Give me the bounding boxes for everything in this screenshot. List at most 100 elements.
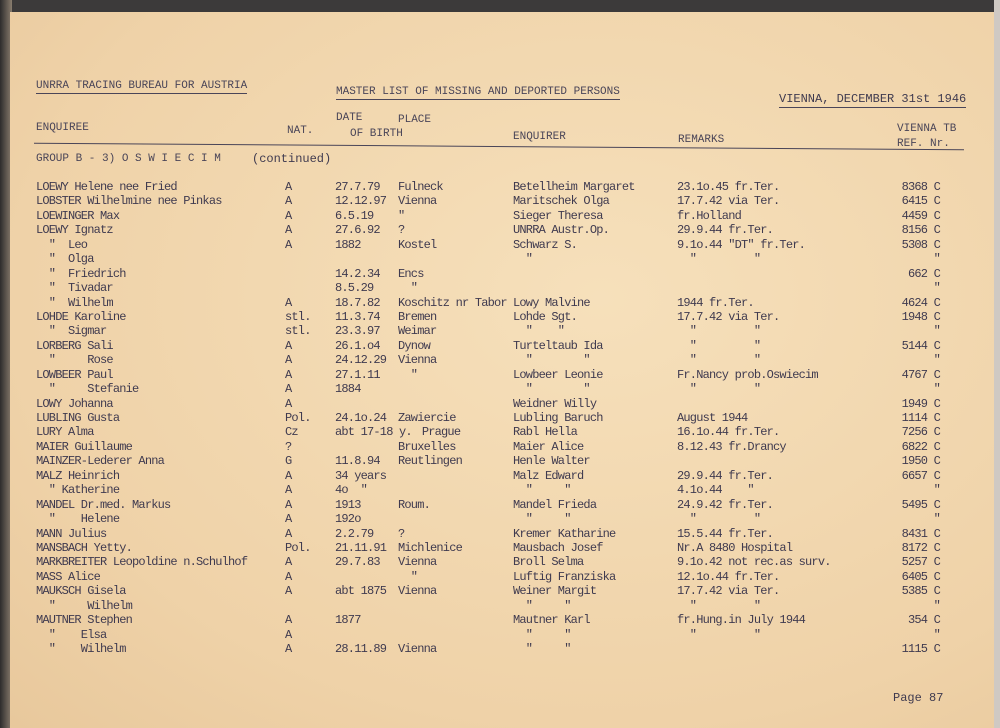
cell-enquirer: ": [513, 252, 533, 267]
table-row: " Sigmar stl. 23.3.97 Weimar " " " " ": [0, 324, 1000, 338]
birth-cell: 1882 Kostel: [335, 237, 437, 252]
cell-date: 14.2.34: [335, 266, 381, 281]
cell-date: 192o: [335, 512, 361, 527]
cell-remarks: 4.1o.44 ": [677, 483, 755, 498]
cell-enquirer: " ": [513, 512, 572, 527]
cell-name: LOBSTER Wilhelmine nee Pinkas: [36, 194, 222, 209]
cell-enquirer: Schwarz S.: [513, 237, 578, 252]
table-row: " Helene A 192o " " " " ": [0, 512, 1000, 526]
cell-place: Koschitz nr Tabor: [398, 295, 508, 310]
birth-cell: 1877: [335, 613, 398, 627]
cell-name: " Tivadar: [36, 281, 114, 296]
cell-nat: A: [285, 396, 292, 411]
cell-nat: A: [285, 468, 292, 483]
cell-ref: 1950 C: [901, 454, 941, 469]
birth-cell: 12.12.97 Vienna: [335, 194, 437, 209]
table-row: " Olga " " " ": [0, 252, 1000, 266]
cell-ref: 8156 C: [901, 223, 941, 238]
page-edge: [994, 0, 1000, 728]
table-row: " Elsa A " " " " ": [0, 628, 1000, 642]
cell-date: 1877: [335, 613, 361, 628]
column-remarks: REMARKS: [678, 134, 725, 146]
cell-nat: A: [285, 497, 292, 512]
cell-nat: A: [285, 367, 292, 382]
cell-remarks: 15.5.44 fr.Ter.: [677, 526, 774, 541]
cell-nat: A: [285, 338, 292, 353]
cell-nat: A: [285, 627, 292, 642]
cell-ref: 5144 C: [901, 338, 941, 353]
column-ref-line1: VIENNA TB: [897, 123, 957, 135]
cell-name: " Olga: [36, 252, 95, 267]
cell-date: 12.12.97: [335, 194, 387, 209]
cell-name: MANN Julius: [36, 526, 107, 541]
cell-remarks: August 1944: [677, 411, 748, 426]
cell-remarks: 23.1o.45 fr.Ter.: [677, 180, 780, 194]
cell-nat: Cz: [285, 425, 299, 440]
table-row: LUBLING Gusta Pol. 24.1o.24 Zawiercie Lublin…: [0, 411, 1000, 425]
cell-ref: ": [933, 483, 941, 498]
document-page: [10, 12, 995, 728]
cell-date: 28.11.89: [335, 642, 387, 657]
cell-nat: A: [285, 353, 292, 368]
cell-ref: 5257 C: [901, 555, 941, 570]
cell-name: " Stefanie: [36, 382, 139, 397]
cell-ref: 6657 C: [901, 468, 941, 483]
cell-ref: ": [933, 512, 941, 527]
cell-nat: A: [285, 555, 292, 570]
cell-place: ": [398, 569, 418, 584]
table-row: MASS Alice A " Luftig Franziska 12.1o.44 fr…: [0, 570, 1000, 584]
cell-name: LOHDE Karoline: [36, 309, 126, 324]
cell-ref: 8368 C: [901, 180, 941, 194]
cell-name: LURY Alma: [36, 425, 94, 440]
cell-ref: 5308 C: [901, 237, 941, 252]
cell-name: " Helene: [36, 512, 120, 527]
birth-cell: 11.8.94 Reutlingen: [335, 454, 463, 468]
table-row: MARKBREITER Leopoldine n.Schulhof A 29.7.8…: [0, 555, 1000, 569]
cell-date: [335, 570, 398, 584]
cell-enquirer: Maier Alice: [513, 439, 584, 454]
cell-remarks: 16.1o.44 fr.Ter.: [677, 425, 780, 440]
birth-cell: Bruxelles: [335, 440, 456, 454]
cell-ref: ": [933, 627, 941, 642]
cell-name: LORBERG Sali: [36, 338, 114, 353]
cell-ref: 8172 C: [901, 541, 941, 555]
birth-cell: 23.3.97 Weimar: [335, 324, 437, 338]
cell-ref: 1948 C: [901, 309, 941, 324]
table-row: MAUTNER Stephen A 1877 Mautner Karl fr.Hung.…: [0, 613, 1000, 627]
cell-enquirer: Lohde Sgt.: [513, 309, 578, 324]
cell-name: MAUTNER Stephen: [36, 613, 133, 628]
cell-place: Michlenice: [398, 541, 463, 555]
cell-place: Kostel: [398, 237, 437, 252]
birth-cell: 27.1.11 ": [335, 368, 418, 382]
cell-nat: A: [285, 584, 292, 599]
cell-date: 24.12.29: [335, 353, 387, 368]
table-row: MANN Julius A 2.2.79? Kremer Katharine 15.5.…: [0, 527, 1000, 541]
cell-ref: ": [933, 281, 941, 296]
cell-enquirer: Kremer Katharine: [513, 526, 616, 541]
cell-date: abt 1875: [335, 584, 387, 599]
birth-cell: 21.11.91 Michlenice: [335, 541, 463, 555]
cell-enquirer: " ": [513, 382, 591, 397]
cell-place: ": [398, 208, 405, 223]
cell-remarks: " ": [677, 338, 761, 353]
cell-place: ": [398, 281, 418, 296]
cell-name: LOEWY Ignatz: [36, 223, 114, 238]
cell-date: 29.7.83: [335, 555, 381, 570]
column-nat: NAT.: [287, 125, 314, 137]
cell-enquirer: Weidner Willy: [513, 396, 597, 411]
cell-date: 1913: [335, 497, 361, 512]
cell-ref: 4767 C: [901, 367, 941, 382]
cell-place: Dynow: [398, 338, 431, 353]
organization-heading: UNRRA TRACING BUREAU FOR AUSTRIA: [36, 80, 248, 94]
table-row: LOWY Johanna A Weidner Willy 1949 C: [0, 397, 1000, 411]
birth-cell: 11.3.74 Bremen: [335, 310, 437, 324]
cell-place: Vienna: [398, 555, 437, 570]
table-row: MAINZER-Lederer Anna G 11.8.94 Reutlingen He…: [0, 454, 1000, 468]
cell-place: Fulneck: [398, 180, 444, 194]
cell-name: LOWY Johanna: [36, 396, 114, 411]
cell-remarks: " ": [677, 353, 761, 368]
cell-date: 27.6.92: [335, 223, 381, 238]
table-row: LOHDE Karoline stl. 11.3.74 Bremen Lohde Sgt…: [0, 310, 1000, 324]
cell-nat: Pol.: [285, 411, 311, 426]
birth-cell: 1884: [335, 382, 398, 396]
